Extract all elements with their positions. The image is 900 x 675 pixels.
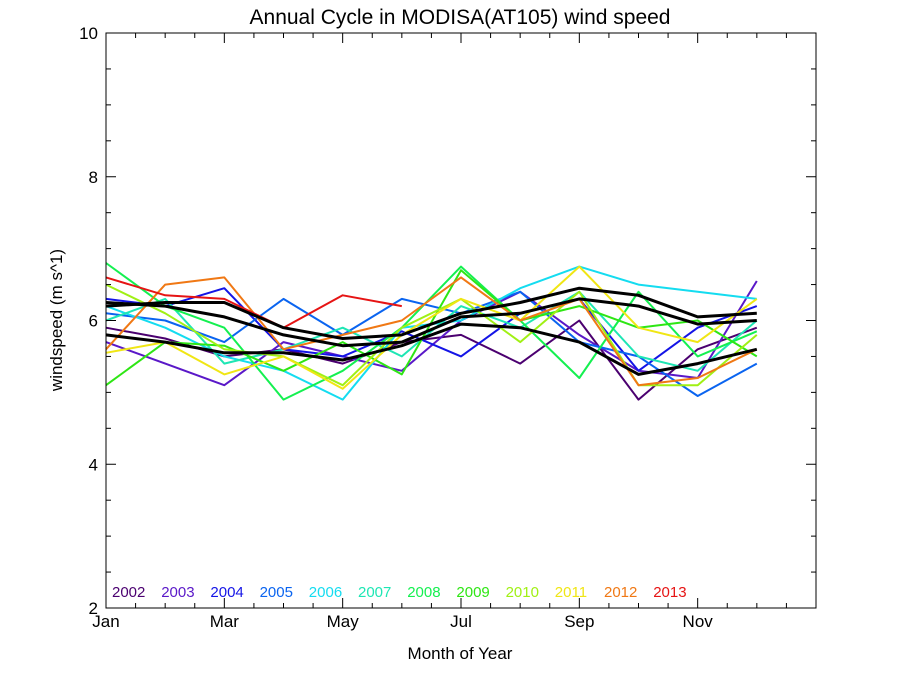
legend-entry-2006: 2006: [309, 584, 342, 601]
x-tick-label: Jan: [92, 612, 119, 631]
series-line-2012: [105, 276, 758, 387]
x-axis-label: Month of Year: [408, 644, 513, 663]
legend-entry-2005: 2005: [260, 584, 293, 601]
legend-entry-2007: 2007: [358, 584, 391, 601]
y-tick-label: 4: [89, 455, 98, 474]
series-line-2005: [105, 290, 758, 397]
y-axis-label: windspeed (m s^1): [47, 249, 66, 392]
y-tick-label: 8: [89, 168, 98, 187]
legend-entry-2012: 2012: [604, 584, 637, 601]
x-tick-label: Jul: [450, 612, 472, 631]
legend: 2002 2003 2004 2005 2006 2007 2008 2009 2010 2011…: [112, 584, 687, 601]
x-tick-label: Sep: [564, 612, 594, 631]
chart-title: Annual Cycle in MODISA(AT105) wind speed: [250, 6, 671, 29]
legend-entry-2008: 2008: [407, 584, 440, 601]
series-layer: [105, 262, 758, 401]
y-tick-label: 6: [89, 312, 98, 331]
y-tick-label: 2: [89, 599, 98, 618]
series-line-2009: [105, 269, 758, 387]
axes-layer: 2 4 6 8 10 Jan Mar May Jul Sep Nov: [79, 24, 817, 631]
x-tick-label: May: [327, 612, 360, 631]
black-line-3: [105, 286, 757, 340]
series-line-2007: [105, 290, 758, 372]
x-tick-label: Mar: [210, 612, 240, 631]
series-line-2011: [105, 265, 758, 390]
legend-entry-2004: 2004: [210, 584, 243, 601]
legend-entry-2009: 2009: [456, 584, 489, 601]
legend-entry-2013: 2013: [653, 584, 686, 601]
y-tick-label: 10: [79, 24, 98, 43]
stat-layer: [105, 286, 758, 376]
legend-entry-2010: 2010: [506, 584, 539, 601]
series-line-2010: [105, 283, 758, 387]
legend-entry-2003: 2003: [161, 584, 194, 601]
x-tick-label: Nov: [683, 612, 714, 631]
series-line-2008: [105, 262, 758, 401]
legend-entry-2011: 2011: [555, 584, 587, 601]
legend-entry-2002: 2002: [112, 584, 145, 601]
series-line-2013: [105, 276, 402, 329]
black-line-1: [105, 297, 757, 348]
black-line-2: [105, 322, 758, 376]
